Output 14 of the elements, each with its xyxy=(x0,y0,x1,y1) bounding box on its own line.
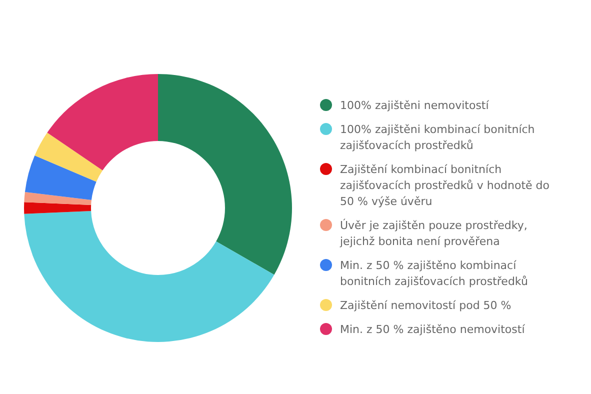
donut-slice xyxy=(24,156,96,200)
legend-label: 100% zajištěni nemovitostí xyxy=(340,98,490,112)
donut-slice xyxy=(24,192,92,206)
donut-slice xyxy=(24,210,274,342)
donut-slice xyxy=(158,74,292,275)
legend-label: Min. z 50 % zajištěno nemovitostí xyxy=(340,322,526,336)
legend-label: Úvěr je zajištěn pouze prostředky, jejichž bonita není prověřena xyxy=(339,218,528,248)
donut-slice xyxy=(34,132,103,182)
legend-label: Min. z 50 % zajištěno kombinací bonitních zajišťovacích prostředků xyxy=(340,258,528,288)
legend-label: Zajištění kombinací bonitních zajišťovacích prostředků v hodnotě do 50 % výše úvěru xyxy=(340,162,550,208)
donut-slice xyxy=(24,202,92,214)
donut-slice xyxy=(47,74,158,170)
legend-label: Zajištění nemovitostí pod 50 % xyxy=(340,298,512,312)
legend-label: 100% zajištěni kombinací bonitních zajišťovacích prostředků xyxy=(340,122,535,152)
